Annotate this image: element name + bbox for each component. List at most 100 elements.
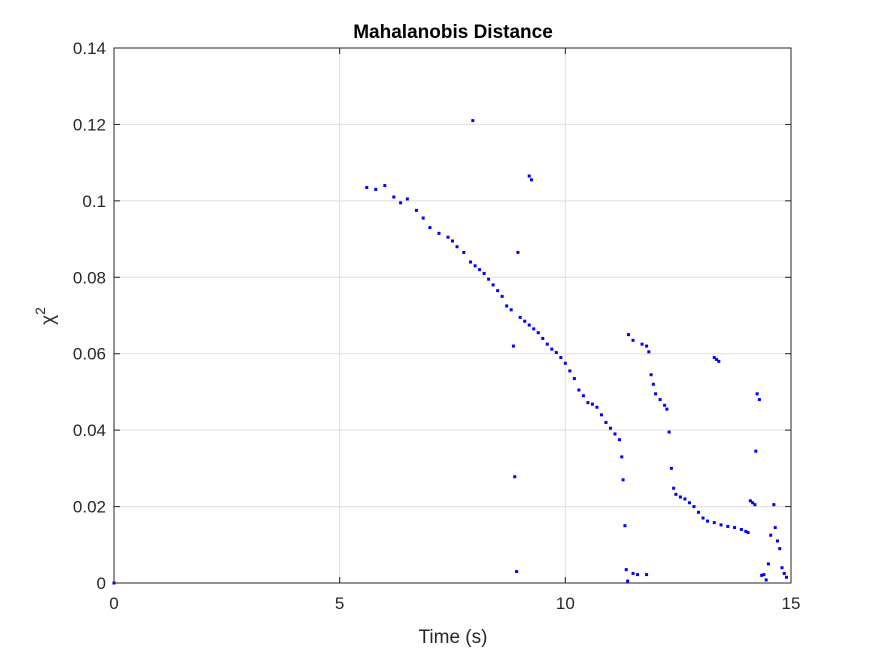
y-tick-labels: 0 0.02 0.04 0.06 0.08 0.1 0.12 0.14 xyxy=(73,39,106,593)
data-point xyxy=(554,351,558,355)
data-point xyxy=(428,226,432,230)
data-point xyxy=(383,184,387,188)
data-point xyxy=(712,356,716,360)
data-point xyxy=(726,524,730,528)
data-point xyxy=(627,333,631,337)
data-point xyxy=(446,235,450,239)
data-point xyxy=(478,268,482,272)
data-point xyxy=(762,573,766,577)
data-point xyxy=(527,174,531,178)
data-point xyxy=(513,475,517,479)
data-point xyxy=(773,526,777,530)
y-axis-label: χ2 xyxy=(32,307,59,325)
data-point xyxy=(778,547,782,551)
data-point xyxy=(665,407,669,411)
data-point xyxy=(399,201,403,205)
data-point xyxy=(590,402,594,406)
data-point xyxy=(613,432,617,436)
data-point xyxy=(672,486,676,490)
data-point xyxy=(654,392,658,396)
data-point xyxy=(760,573,764,577)
data-point xyxy=(462,250,466,254)
data-point xyxy=(541,336,545,340)
data-point xyxy=(674,492,678,496)
data-point xyxy=(365,185,369,189)
data-point xyxy=(559,356,563,360)
x-tick-labels: 0 5 10 15 xyxy=(109,594,800,613)
data-point xyxy=(663,403,667,407)
y-tick-label: 0.08 xyxy=(73,268,106,287)
data-point xyxy=(617,438,621,442)
data-point xyxy=(746,531,750,535)
data-point xyxy=(701,516,705,520)
data-point xyxy=(754,449,758,453)
data-point xyxy=(649,373,653,377)
y-tick-label: 0 xyxy=(97,574,106,593)
data-point xyxy=(620,455,624,459)
y-axis-label-base: χ xyxy=(38,315,59,325)
data-point xyxy=(599,413,603,417)
data-point xyxy=(651,382,655,386)
data-point xyxy=(500,294,504,298)
data-point xyxy=(586,401,590,405)
data-point xyxy=(496,289,500,293)
data-point xyxy=(487,277,491,281)
data-point xyxy=(647,350,651,354)
data-points xyxy=(112,119,788,585)
data-point xyxy=(719,523,723,527)
data-point xyxy=(536,331,540,335)
data-point xyxy=(473,264,477,268)
data-point xyxy=(645,573,649,577)
x-tick-label: 0 xyxy=(109,594,118,613)
data-point xyxy=(451,239,454,243)
data-point xyxy=(515,570,519,574)
data-point xyxy=(623,524,627,528)
data-point xyxy=(405,197,409,201)
data-point xyxy=(518,315,522,319)
data-point xyxy=(471,119,475,123)
data-point xyxy=(645,344,649,348)
data-point xyxy=(667,430,671,434)
data-point xyxy=(733,526,737,530)
y-tick-label: 0.04 xyxy=(73,421,106,440)
data-point xyxy=(529,178,533,182)
data-point xyxy=(751,501,755,505)
data-point xyxy=(437,231,441,235)
data-point xyxy=(757,398,761,402)
data-point xyxy=(545,342,549,346)
data-point xyxy=(692,505,696,509)
axes-box xyxy=(113,47,792,584)
data-point xyxy=(523,319,527,323)
data-point xyxy=(782,571,786,575)
data-point xyxy=(739,528,743,531)
y-tick-label: 0.12 xyxy=(73,115,106,134)
data-point xyxy=(631,571,635,575)
data-point xyxy=(764,578,768,582)
data-point xyxy=(769,533,773,537)
data-point xyxy=(421,216,425,220)
data-point xyxy=(706,519,710,523)
x-tick-label: 10 xyxy=(556,594,575,613)
data-point xyxy=(640,342,644,346)
data-point xyxy=(374,187,378,191)
data-point xyxy=(577,388,581,392)
data-point xyxy=(784,575,788,579)
data-point xyxy=(595,405,599,409)
data-point xyxy=(748,499,752,503)
x-axis-label: Time (s) xyxy=(419,627,488,648)
data-point xyxy=(624,568,628,572)
data-point xyxy=(717,359,721,363)
chart-title: Mahalanobis Distance xyxy=(353,22,553,43)
data-point xyxy=(626,579,630,583)
data-point xyxy=(608,426,612,430)
data-point xyxy=(687,501,691,505)
data-point xyxy=(658,398,662,402)
data-point xyxy=(505,304,509,308)
data-point xyxy=(744,529,748,533)
data-point xyxy=(572,377,576,381)
y-tick-label: 0.14 xyxy=(73,39,106,58)
data-point xyxy=(414,208,418,212)
data-point xyxy=(775,539,779,543)
